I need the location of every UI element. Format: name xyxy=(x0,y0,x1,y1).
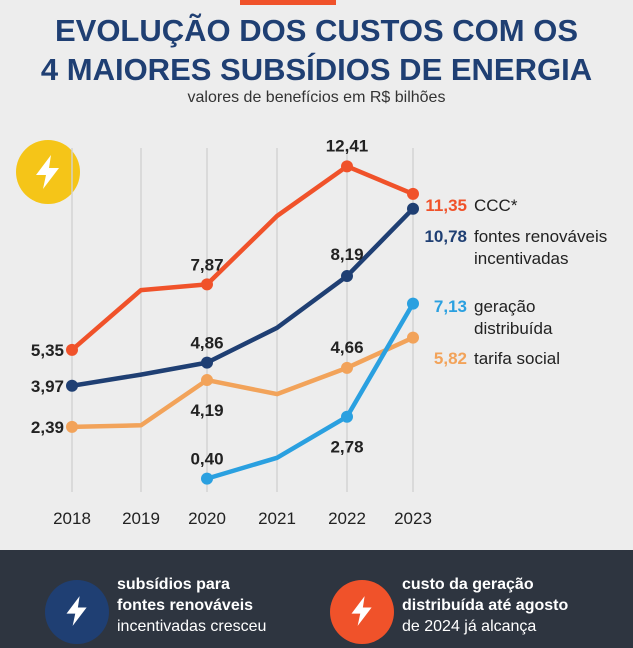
legend-value: 7,13 xyxy=(434,297,467,316)
legend-name: CCC* xyxy=(474,196,518,215)
footer-bold-line: custo da geração xyxy=(402,576,534,593)
data-label: 2,39 xyxy=(31,418,64,437)
data-label: 7,87 xyxy=(190,255,223,274)
legend-name: distribuída xyxy=(474,319,553,338)
data-point-renovaveis xyxy=(341,270,353,283)
title-line-1: EVOLUÇÃO DOS CUSTOS COM OS xyxy=(54,13,579,48)
data-label: 0,40 xyxy=(190,450,223,469)
lightning-bolt-icon xyxy=(16,140,80,204)
data-label: 4,19 xyxy=(190,401,223,420)
top-accent-bar xyxy=(240,0,336,5)
series-line-ccc xyxy=(70,164,414,352)
legend-value: 5,82 xyxy=(434,349,467,368)
footer-normal-line: incentivadas cresceu xyxy=(117,618,267,635)
data-label: 4,66 xyxy=(330,338,363,357)
x-tick-label: 2020 xyxy=(188,509,226,528)
data-point-tarifa xyxy=(407,331,419,344)
legend-name: fontes renováveis xyxy=(474,227,607,246)
footer-bold-line: subsídios para xyxy=(117,576,230,593)
footer-panel: subsídios para fontes renováveis incenti… xyxy=(0,550,633,648)
data-point-tarifa xyxy=(201,374,213,387)
legend-value: 11,35 xyxy=(425,196,467,215)
footer-text-renovaveis: subsídios para fontes renováveis incenti… xyxy=(117,574,317,637)
data-point-ccc xyxy=(341,160,353,173)
data-point-tarifa xyxy=(341,361,353,374)
footer-bold-line: fontes renováveis xyxy=(117,597,254,614)
data-point-ccc xyxy=(201,278,213,291)
line-chart: 2018 2019 2020 2021 2022 2023 2,39 4,19 4,66 5,82… xyxy=(31,136,607,528)
data-point-geracao xyxy=(341,410,353,423)
legend-name: incentivadas xyxy=(474,249,569,268)
data-point-ccc xyxy=(66,343,78,356)
footer-bold-line: distribuída até agosto xyxy=(402,597,569,614)
series-line-renovaveis xyxy=(71,207,415,389)
data-label: 12,41 xyxy=(326,136,369,155)
data-point-tarifa xyxy=(66,420,78,433)
legend-name: tarifa social xyxy=(474,349,560,368)
x-tick-label: 2023 xyxy=(394,509,432,528)
legend-name: geração xyxy=(474,297,535,316)
series-line-geracao xyxy=(206,302,415,481)
x-tick-label: 2022 xyxy=(328,509,366,528)
data-point-geracao xyxy=(201,472,213,485)
data-point-renovaveis xyxy=(66,379,78,392)
data-point-geracao xyxy=(407,297,419,310)
x-tick-label: 2021 xyxy=(258,509,296,528)
legend-value: 10,78 xyxy=(424,227,467,246)
lightning-bolt-icon xyxy=(330,580,394,644)
data-point-renovaveis xyxy=(201,356,213,369)
subtitle: valores de benefícios em R$ bilhões xyxy=(187,89,446,106)
data-label: 5,35 xyxy=(31,341,64,360)
x-tick-label: 2018 xyxy=(53,509,91,528)
footer-text-geracao: custo da geração distribuída até agosto … xyxy=(402,574,632,637)
footer-normal-line: de 2024 já alcança xyxy=(402,618,537,635)
title-line-2: 4 MAIORES SUBSÍDIOS DE ENERGIA xyxy=(40,52,593,87)
x-tick-label: 2019 xyxy=(122,509,160,528)
data-point-renovaveis xyxy=(407,202,419,215)
data-point-ccc xyxy=(407,187,419,200)
data-label: 8,19 xyxy=(330,245,363,264)
data-label: 4,86 xyxy=(190,334,223,353)
series-line-tarifa xyxy=(71,335,414,430)
lightning-bolt-icon xyxy=(45,580,109,644)
data-label: 2,78 xyxy=(330,438,363,457)
data-label: 3,97 xyxy=(31,377,64,396)
